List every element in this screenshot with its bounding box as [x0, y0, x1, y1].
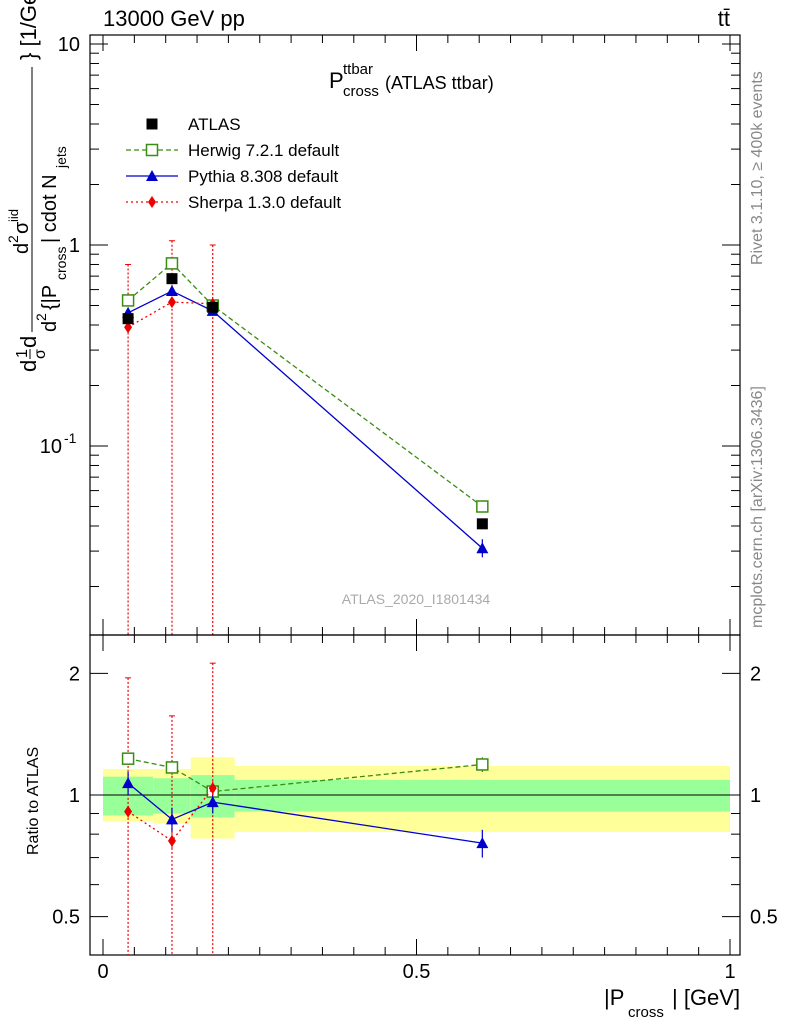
ratio-ytick-label-right: 0.5: [750, 907, 778, 929]
title-sub: cross: [343, 83, 379, 100]
ratio-axis-ticks: 0.5 0.5 1 1 2 2 0 0.5 1: [52, 635, 778, 983]
ylabel-d1: d: [16, 360, 41, 372]
ylabel-cdot: | cdot N: [39, 174, 61, 243]
herwig-ratio-line: [127, 758, 483, 793]
sherpa-ratio-point: [167, 834, 176, 847]
main-ytick-label: 10: [58, 34, 80, 56]
ratio-ytick-label: 2: [69, 663, 80, 685]
atlas-point: [166, 273, 178, 285]
ratio-ylabel: Ratio to ATLAS: [25, 747, 42, 855]
sherpa-ratio-point: [208, 782, 217, 795]
ratio-xtick-label: 0.5: [403, 961, 431, 983]
sherpa-point: [124, 321, 133, 334]
legend-marker-herwig: [145, 143, 159, 157]
xlabel-main: |P: [604, 985, 624, 1010]
herwig-point: [165, 257, 179, 270]
rivet-label: Rivet 3.1.10, ≥ 400k events: [749, 71, 766, 265]
legend-label-pythia: Pythia 8.308 default: [188, 167, 339, 186]
pythia-point: [476, 542, 489, 554]
ylabel-cross: cross: [53, 247, 69, 280]
atlas-point: [476, 518, 488, 530]
ratio-xlabel: |P cross | [GeV]: [604, 985, 740, 1021]
ratio-band-inner: [234, 779, 731, 812]
herwig-point: [476, 500, 489, 513]
legend-label-herwig: Herwig 7.2.1 default: [188, 141, 339, 160]
herwig-ratio-point: [121, 752, 135, 765]
ylabel-sq: 2: [5, 235, 21, 243]
pythia-ratio-point: [206, 796, 219, 808]
ylabel-sigma-id: σ: [11, 221, 33, 234]
ratio-ytick-label: 1: [69, 785, 80, 807]
ylabel-dnum: d: [11, 243, 33, 254]
sherpa-point: [167, 296, 176, 309]
ratio-ytick-label: 0.5: [52, 907, 80, 929]
main-ytick-exponent: -1: [64, 430, 77, 446]
pythia-point: [165, 285, 178, 297]
ylabel-sigma: σ: [32, 349, 49, 359]
ratio-xtick-label: 0: [97, 961, 108, 983]
ylabel-d2: d: [16, 336, 41, 348]
plot-title: P ttbar cross (ATLAS ttbar): [329, 61, 494, 100]
herwig-ratio-point: [476, 758, 489, 771]
analysis-tag: ATLAS_2020_I1801434: [342, 591, 491, 607]
pythia-ratio-point: [165, 813, 178, 825]
herwig-line: [127, 262, 483, 508]
xlabel-sub: cross: [628, 1004, 664, 1021]
ylabel-tail: } [1/GeV]: [16, 0, 41, 60]
ylabel-brace: {|P: [39, 285, 61, 310]
mcplots-label: mcplots.cern.ch [arXiv:1306.3436]: [749, 386, 766, 628]
atlas-point: [207, 301, 219, 313]
pythia-ratio-point: [122, 777, 135, 789]
ratio-ytick-label-right: 1: [750, 785, 761, 807]
main-ylabel: d 1 σ d d 2 σ iid d 2 {|P cross | cdot N…: [5, 0, 69, 372]
legend-marker-pythia: [146, 170, 158, 181]
legend-label-atlas: ATLAS: [188, 115, 241, 134]
herwig-point: [121, 294, 135, 307]
main-ytick-label: 10: [40, 436, 62, 458]
atlas-point: [122, 313, 134, 325]
ratio-xtick-label: 1: [724, 961, 735, 983]
legend-label-sherpa: Sherpa 1.3.0 default: [188, 193, 341, 212]
ratio-ytick-label-right: 2: [750, 663, 761, 685]
ratio-series: [121, 662, 489, 955]
title-main: P: [329, 68, 344, 93]
ylabel-denom-d: d: [39, 321, 61, 332]
title-sup: ttbar: [343, 61, 373, 78]
ylabel-one: 1: [14, 349, 31, 358]
process-label: tt̄: [718, 6, 730, 31]
legend-marker-atlas: [146, 118, 158, 130]
herwig-ratio-point: [165, 761, 179, 774]
legend: ATLAS Herwig 7.2.1 default Pythia 8.308 de…: [126, 115, 341, 212]
legend-marker-sherpa: [148, 196, 156, 208]
ratio-plot: 0.5 0.5 1 1 2 2 0 0.5 1 Ratio to ATLAS |P cross …: [25, 634, 778, 1021]
pythia-line: [127, 290, 483, 549]
energy-label: 13000 GeV pp: [103, 6, 245, 31]
ratio-bands: [103, 757, 731, 839]
title-tail: (ATLAS ttbar): [385, 73, 494, 93]
sherpa-ratio-point: [124, 805, 133, 818]
xlabel-tail: | [GeV]: [672, 985, 740, 1010]
ylabel-sup-id: iid: [6, 209, 21, 222]
ylabel-denom-sq: 2: [33, 313, 49, 321]
ylabel-jets: jets: [53, 146, 69, 169]
pythia-ratio-line: [127, 782, 483, 844]
pythia-ratio-point: [476, 837, 489, 849]
main-series: [121, 240, 489, 635]
main-ytick-label: 1: [69, 235, 80, 257]
